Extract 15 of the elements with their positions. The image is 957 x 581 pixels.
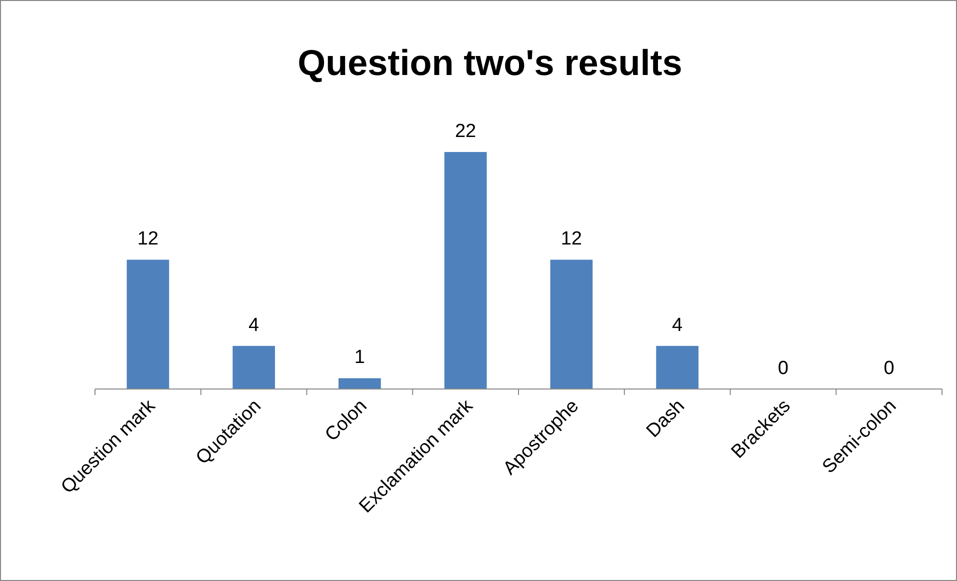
data-label: 4	[248, 314, 260, 336]
data-label: 12	[560, 228, 582, 250]
bar	[656, 346, 698, 389]
bar	[550, 260, 593, 389]
bar	[232, 346, 275, 389]
data-label: 22	[454, 121, 476, 142]
bar	[126, 260, 170, 389]
data-label: 12	[137, 228, 159, 250]
data-label: 1	[354, 347, 365, 368]
data-label: 0	[884, 358, 894, 379]
bar	[444, 152, 487, 389]
chart-title: Question two's results	[298, 42, 682, 83]
data-label: 4	[672, 314, 684, 336]
data-label: 0	[778, 358, 788, 379]
bar	[338, 378, 381, 389]
